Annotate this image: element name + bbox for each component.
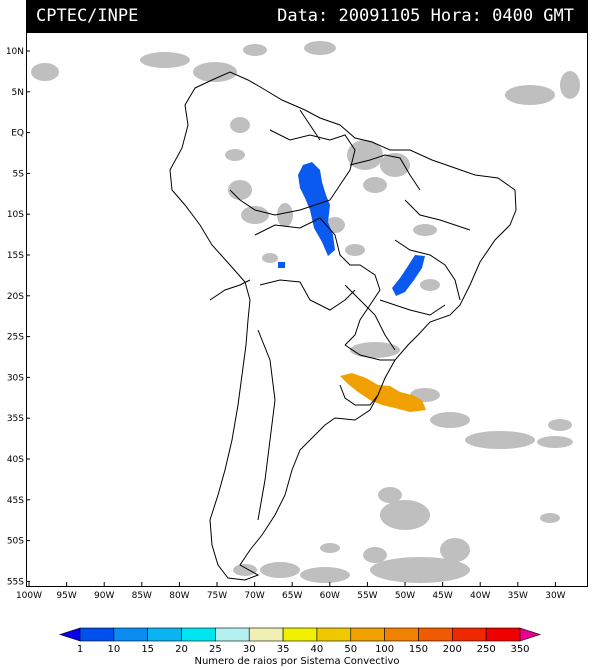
- lon-tick-label: 95W: [56, 591, 76, 601]
- lat-tick-label: EQ: [11, 129, 24, 139]
- longitude-axis: 100W 95W 90W 85W 80W 75W 70W 65W 60W 55W 50W 45W 40W…: [16, 582, 566, 601]
- lon-tick-label: 70W: [244, 591, 264, 601]
- legend-swatch: [181, 627, 216, 642]
- lon-tick-label: 35W: [508, 591, 528, 601]
- map-header: CPTEC/INPE Data: 20091105 Hora: 0400 GMT: [26, 0, 588, 32]
- legend-value-label: 25: [209, 644, 222, 655]
- cloud-cover: [31, 41, 580, 583]
- lat-tick-label: 25S: [7, 333, 24, 343]
- legend-swatch: [113, 627, 148, 642]
- legend-swatch: [350, 627, 385, 642]
- legend-swatch: [248, 627, 284, 642]
- legend-swatch: [79, 627, 115, 642]
- legend-value-label: 30: [243, 644, 256, 655]
- datetime-label: Data: 20091105 Hora: 0400 GMT: [277, 0, 574, 32]
- lat-tick-label: 15S: [7, 251, 24, 261]
- legend-caption: Numero de raios por Sistema Convectivo: [194, 656, 399, 667]
- lon-tick-label: 90W: [94, 591, 114, 601]
- legend-value-label: 50: [344, 644, 357, 655]
- legend-value-label: 15: [141, 644, 154, 655]
- convective-orange: [340, 373, 426, 412]
- date-value: 20091105: [338, 6, 421, 26]
- legend-value-label: 20: [175, 644, 188, 655]
- lat-tick-label: 5N: [12, 88, 24, 98]
- lat-tick-label: 10N: [6, 47, 24, 57]
- lon-tick-label: 50W: [395, 591, 415, 601]
- legend-swatch: [418, 627, 453, 642]
- time-value: 0400 GMT: [492, 6, 574, 26]
- lat-tick-label: 45S: [7, 496, 24, 506]
- lon-tick-label: 55W: [357, 591, 377, 601]
- source-label: CPTEC/INPE: [36, 6, 139, 26]
- legend-swatch: [384, 627, 419, 642]
- lon-tick-label: 30W: [545, 591, 565, 601]
- lat-tick-label: 55S: [7, 577, 24, 587]
- map-frame: [26, 32, 588, 587]
- lat-tick-label: 40S: [7, 455, 24, 465]
- color-legend: 1 10 15 20 25 30 35 40 50 100 150 200 250 350 Numero d…: [59, 627, 541, 667]
- lon-tick-label: 80W: [169, 591, 189, 601]
- legend-swatch: [519, 627, 541, 642]
- map-area: [27, 33, 587, 586]
- latitude-axis: 10N 5N EQ 5S 10S 15S 20S 25S 30S 35S 40S 45S 50S 55S: [6, 47, 30, 587]
- data-label: Data:: [277, 6, 329, 26]
- lon-tick-label: 40W: [470, 591, 490, 601]
- lat-tick-label: 35S: [7, 414, 24, 424]
- lat-tick-label: 5S: [13, 169, 25, 179]
- legend-value-label: 10: [107, 644, 120, 655]
- legend-swatch: [282, 627, 318, 642]
- lon-tick-label: 45W: [432, 591, 452, 601]
- lon-tick-label: 60W: [320, 591, 340, 601]
- legend-swatch: [215, 627, 250, 642]
- lat-tick-label: 20S: [7, 292, 24, 302]
- lon-tick-label: 65W: [282, 591, 302, 601]
- lat-tick-label: 50S: [7, 537, 24, 547]
- lon-tick-label: 85W: [132, 591, 152, 601]
- legend-value-label: 350: [510, 644, 529, 655]
- legend-swatch: [316, 627, 352, 642]
- legend-swatch: [147, 627, 182, 642]
- coastlines: [169, 71, 517, 581]
- lon-tick-label: 75W: [207, 591, 227, 601]
- legend-value-label: 1: [77, 644, 83, 655]
- lat-tick-label: 10S: [7, 210, 24, 220]
- legend-value-label: 100: [375, 644, 394, 655]
- hora-label: Hora:: [430, 6, 482, 26]
- legend-value-label: 150: [409, 644, 428, 655]
- legend-swatch: [485, 627, 521, 642]
- legend-swatch: [452, 627, 487, 642]
- legend-value-label: 250: [477, 644, 496, 655]
- legend-value-label: 200: [443, 644, 462, 655]
- legend-value-label: 40: [311, 644, 324, 655]
- legend-swatch: [59, 627, 81, 642]
- lat-tick-label: 30S: [7, 373, 24, 383]
- legend-value-label: 35: [277, 644, 290, 655]
- convective-blue: [278, 162, 425, 296]
- lon-tick-label: 100W: [16, 591, 42, 601]
